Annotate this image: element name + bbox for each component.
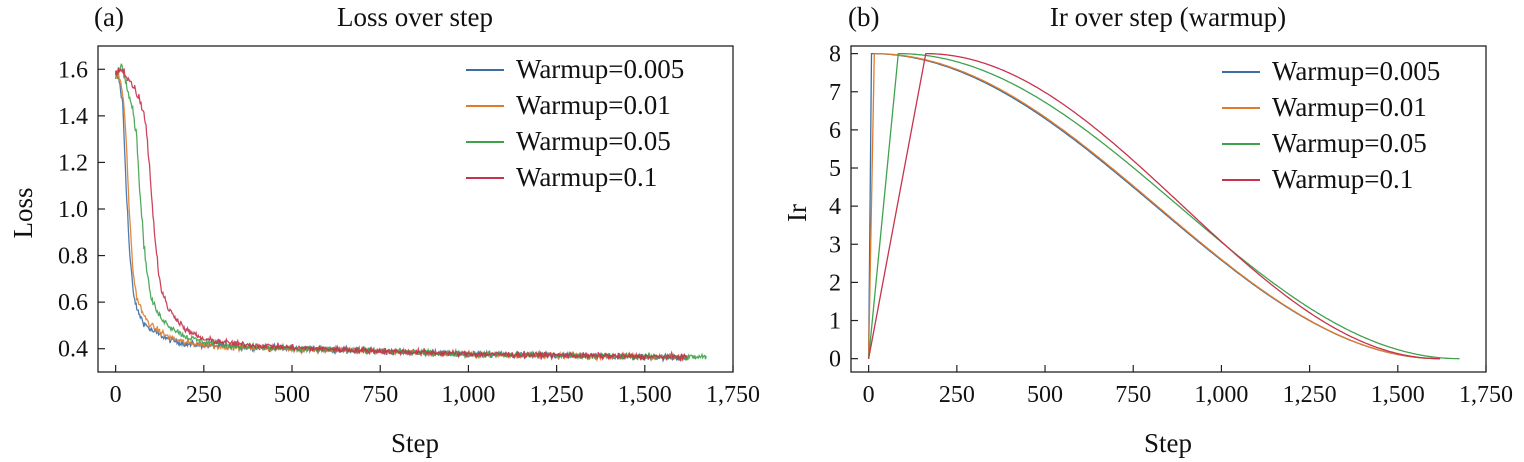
lr-y-tick-label: 5 <box>829 156 841 182</box>
loss-x-tick-label: 500 <box>274 382 310 408</box>
lr-series-line-4 <box>867 52 1441 360</box>
loss-chart-x-axis-label: Step <box>391 428 439 458</box>
loss-y-tick-label: 0.8 <box>58 244 88 270</box>
loss-legend-label-2: Warmup=0.01 <box>516 90 671 120</box>
lr-series-line-3 <box>867 52 1460 360</box>
loss-x-tick-label: 1,750 <box>706 382 760 408</box>
lr-legend-label-4: Warmup=0.1 <box>1272 164 1413 194</box>
loss-y-tick-label: 1.2 <box>58 150 88 176</box>
loss-x-tick-label: 1,000 <box>441 382 495 408</box>
loss-chart-title: Loss over step <box>337 2 493 32</box>
lr-legend-label-3: Warmup=0.05 <box>1272 128 1427 158</box>
loss-x-tick-label: 250 <box>186 382 222 408</box>
lr-chart-y-axis-label: Ir <box>782 204 812 222</box>
loss-y-tick-label: 0.4 <box>58 337 88 363</box>
lr-y-tick-label: 4 <box>829 194 841 220</box>
lr-y-tick-label: 0 <box>829 347 841 373</box>
loss-y-tick-label: 0.6 <box>58 290 88 316</box>
lr-chart-series <box>867 52 1460 360</box>
loss-x-tick-label: 1,500 <box>618 382 672 408</box>
loss-y-tick-label: 1.4 <box>58 104 88 130</box>
loss-x-tick-label: 0 <box>110 382 122 408</box>
lr-y-tick-label: 1 <box>829 309 841 335</box>
loss-y-tick-label: 1.0 <box>58 197 88 223</box>
loss-legend-label-3: Warmup=0.05 <box>516 126 671 156</box>
lr-x-tick-label: 1,000 <box>1194 382 1248 408</box>
loss-chart-legend: Warmup=0.005 Warmup=0.01 Warmup=0.05 Warmup… <box>466 54 684 192</box>
loss-x-tick-label: 750 <box>362 382 398 408</box>
lr-chart-x-axis-label: Step <box>1144 428 1192 458</box>
lr-chart-legend: Warmup=0.005 Warmup=0.01 Warmup=0.05 Warmup… <box>1222 56 1440 194</box>
lr-legend-label-2: Warmup=0.01 <box>1272 92 1427 122</box>
lr-legend-label-1: Warmup=0.005 <box>1272 56 1440 86</box>
loss-chart-series <box>114 63 707 363</box>
lr-x-tick-label: 750 <box>1115 382 1151 408</box>
panel-b-label: (b) <box>848 2 879 32</box>
lr-x-tick-label: 1,500 <box>1371 382 1425 408</box>
lr-y-tick-label: 3 <box>829 232 841 258</box>
lr-x-tick-label: 0 <box>863 382 875 408</box>
lr-x-tick-label: 250 <box>939 382 975 408</box>
lr-x-tick-label: 500 <box>1027 382 1063 408</box>
lr-chart: (b) Ir over step (warmup) Step Ir 0 250 50… <box>782 2 1513 458</box>
lr-y-tick-label: 7 <box>829 80 841 106</box>
lr-x-tick-label: 1,250 <box>1283 382 1337 408</box>
lr-series-line-2 <box>867 52 1441 360</box>
loss-legend-label-1: Warmup=0.005 <box>516 54 684 84</box>
lr-chart-title: Ir over step (warmup) <box>1050 2 1286 32</box>
lr-x-tick-label: 1,750 <box>1459 382 1513 408</box>
lr-y-tick-label: 8 <box>829 42 841 68</box>
loss-chart-y-axis-label: Loss <box>8 187 38 238</box>
loss-series-line-4 <box>114 68 688 362</box>
loss-legend-label-4: Warmup=0.1 <box>516 162 657 192</box>
lr-y-tick-label: 6 <box>829 118 841 144</box>
lr-y-tick-label: 2 <box>829 270 841 296</box>
lr-chart-frame <box>850 45 1487 373</box>
loss-chart: (a) Loss over step Step Loss 0 250 500 750 1… <box>8 2 760 458</box>
loss-x-tick-label: 1,250 <box>530 382 584 408</box>
loss-y-tick-label: 1.6 <box>58 57 88 83</box>
panel-a-label: (a) <box>94 2 124 32</box>
